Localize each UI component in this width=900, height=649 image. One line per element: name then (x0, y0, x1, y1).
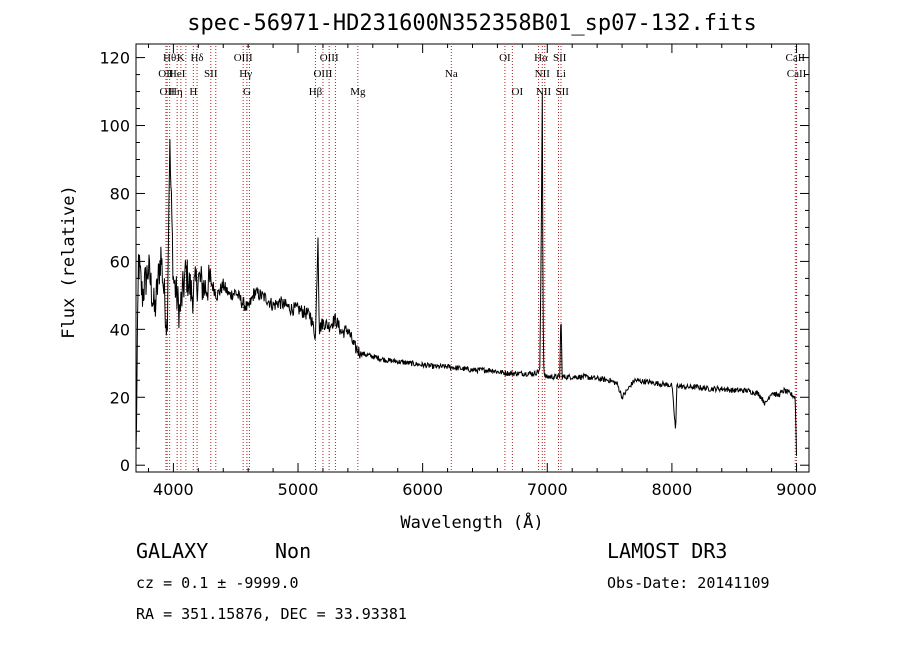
line-marker-label: OIII (313, 68, 332, 80)
x-axis-label: Wavelength (Å) (400, 511, 543, 533)
y-axis-ticks: 0 20 40 60 80 100 120 (99, 49, 809, 475)
line-marker-label: Hβ (309, 86, 323, 98)
y-tick-label: 0 (120, 456, 130, 475)
line-marker-label: NII (535, 68, 551, 80)
x-axis-ticks: 4000 5000 6000 7000 8000 9000 (147, 44, 817, 499)
line-marker-label: SII (204, 68, 218, 80)
y-tick-label: 20 (110, 388, 130, 407)
line-marker-label: Na (445, 68, 458, 80)
x-tick-label: 7000 (527, 480, 568, 499)
y-axis-label: Flux (relative) (59, 185, 79, 339)
line-marker-label: OIII (234, 52, 253, 64)
line-marker-label: Hη (169, 86, 183, 98)
line-marker-label: HeI (169, 68, 186, 80)
y-tick-label: 40 (110, 320, 130, 339)
line-marker-label: Hα (534, 52, 548, 64)
line-marker-label: CaII (786, 52, 806, 64)
line-marker-label: Hγ (239, 68, 252, 80)
line-marker-label: OII (160, 86, 176, 98)
spectrum-line (135, 92, 797, 456)
x-tick-label: 8000 (652, 480, 693, 499)
y-tick-label: 80 (110, 184, 130, 203)
observation-date: Obs-Date: 20141109 (607, 574, 770, 592)
line-marker-label: H (189, 86, 197, 98)
chart-title: spec-56971-HD231600N352358B01_sp07-132.f… (187, 11, 757, 36)
x-tick-label: 9000 (776, 480, 817, 499)
x-tick-label: 4000 (153, 480, 194, 499)
line-marker-label: Mg (350, 86, 366, 98)
plot-frame (135, 43, 810, 473)
line-marker-label: K (177, 52, 185, 64)
line-marker-label: Hδ (190, 52, 203, 64)
line-marker-label: NII (536, 86, 552, 98)
survey-name: LAMOST DR3 (607, 539, 727, 563)
x-tick-label: 5000 (278, 480, 319, 499)
line-marker-label: SII (556, 86, 570, 98)
line-marker-label: CaII (787, 68, 807, 80)
line-marker-label: OII (158, 68, 174, 80)
y-tick-label: 100 (99, 117, 130, 136)
line-marker-label: OIII (320, 52, 339, 64)
x-tick-label: 6000 (402, 480, 443, 499)
line-marker-label: Hθ (163, 52, 176, 64)
line-markers (165, 46, 798, 472)
redshift-info: cz = 0.1 ± -9999.0 (136, 574, 299, 592)
y-tick-label: 60 (110, 252, 130, 271)
y-tick-label: 120 (99, 49, 130, 68)
line-marker-label: Li (556, 68, 566, 80)
object-subclass: Non (275, 539, 311, 563)
coordinates-info: RA = 351.15876, DEC = 33.93381 (136, 605, 407, 623)
object-class: GALAXY (136, 539, 208, 563)
line-marker-label: OI (512, 86, 524, 98)
line-marker-label: OI (499, 52, 511, 64)
line-marker-label: SII (553, 52, 567, 64)
line-marker-label: G (243, 86, 251, 98)
